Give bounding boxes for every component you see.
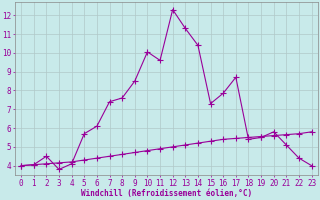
X-axis label: Windchill (Refroidissement éolien,°C): Windchill (Refroidissement éolien,°C) xyxy=(81,189,252,198)
